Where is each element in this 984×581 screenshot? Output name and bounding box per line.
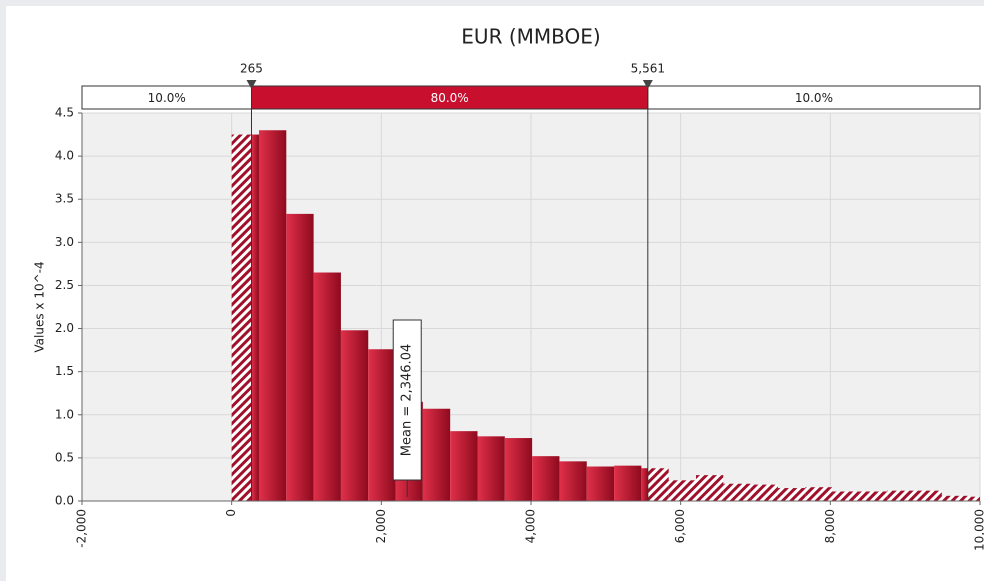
mean-label: Mean = 2,346.04 bbox=[400, 344, 415, 456]
bar bbox=[532, 456, 560, 501]
chart-title: EUR (MMBOE) bbox=[461, 25, 600, 49]
mean-box bbox=[392, 319, 422, 481]
delimiter-label: 5,561 bbox=[631, 62, 665, 76]
y-tick-label: 0.0 bbox=[55, 494, 74, 508]
bar bbox=[559, 461, 587, 501]
bar bbox=[805, 487, 833, 501]
x-tick-label: 4,000 bbox=[524, 509, 538, 543]
band-label: 10.0% bbox=[795, 91, 833, 105]
y-tick-label: 2.0 bbox=[55, 321, 74, 335]
x-tick-label: 2,000 bbox=[374, 509, 388, 543]
bar bbox=[668, 480, 697, 501]
bar bbox=[941, 495, 970, 501]
bar bbox=[969, 496, 980, 501]
bar bbox=[313, 272, 341, 501]
band-label: 10.0% bbox=[148, 91, 186, 105]
bar bbox=[777, 488, 806, 501]
bar bbox=[641, 468, 648, 501]
y-tick-label: 3.5 bbox=[55, 192, 74, 206]
bar bbox=[723, 483, 751, 501]
bar bbox=[832, 491, 860, 501]
x-tick-label: 0 bbox=[224, 509, 238, 517]
bar bbox=[340, 330, 369, 501]
bar bbox=[647, 468, 669, 501]
x-tick-label: 10,000 bbox=[973, 509, 984, 551]
delimiter-handle bbox=[246, 80, 257, 89]
bar bbox=[368, 349, 396, 501]
bar bbox=[231, 134, 252, 502]
bar bbox=[586, 466, 615, 501]
bar bbox=[504, 438, 533, 501]
bar bbox=[450, 431, 478, 501]
y-tick-label: 4.0 bbox=[55, 149, 74, 163]
delimiter-label: 265 bbox=[240, 62, 263, 76]
bar bbox=[614, 465, 642, 501]
y-axis-label: Values x 10^-4 bbox=[33, 261, 47, 352]
y-tick-label: 4.5 bbox=[55, 106, 74, 120]
bar bbox=[696, 475, 724, 501]
y-tick-label: 3.0 bbox=[55, 235, 74, 249]
y-tick-label: 1.0 bbox=[55, 407, 74, 421]
delimiter-handle bbox=[642, 80, 653, 89]
bar bbox=[887, 490, 915, 501]
y-tick-label: 2.5 bbox=[55, 278, 74, 292]
bar bbox=[859, 491, 888, 501]
bar bbox=[477, 436, 505, 501]
y-tick-label: 0.5 bbox=[55, 450, 74, 464]
bar bbox=[258, 130, 287, 501]
band-label: 80.0% bbox=[431, 91, 469, 105]
y-tick-label: 1.5 bbox=[55, 364, 74, 378]
bar bbox=[422, 408, 451, 501]
bar bbox=[750, 484, 778, 501]
x-tick-label: 8,000 bbox=[823, 509, 837, 543]
x-tick-label: -2,000 bbox=[75, 509, 89, 548]
bar bbox=[251, 134, 259, 502]
bar bbox=[914, 490, 942, 501]
bar bbox=[286, 213, 314, 501]
x-tick-label: 6,000 bbox=[673, 509, 687, 543]
